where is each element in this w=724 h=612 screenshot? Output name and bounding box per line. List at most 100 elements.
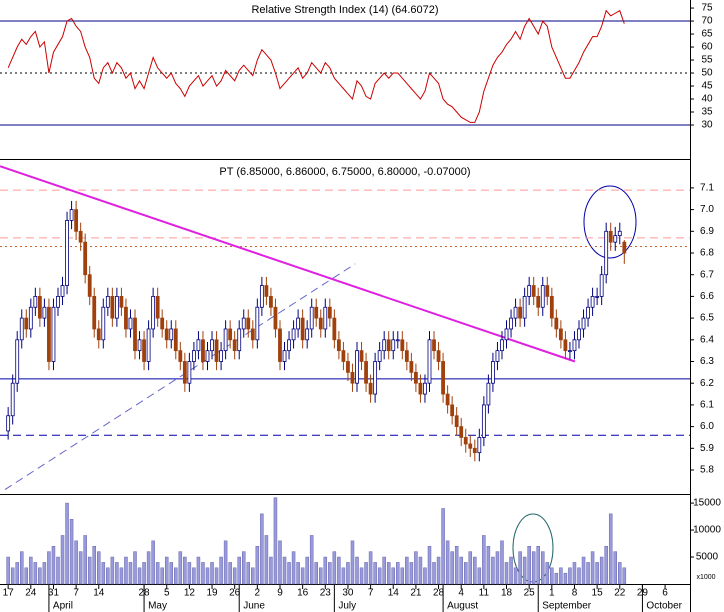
candle-body (210, 339, 214, 352)
candle-body (545, 285, 550, 297)
candle-body (409, 361, 414, 373)
candle-body (300, 317, 305, 341)
candle-body (346, 361, 350, 373)
volume-bar (436, 556, 441, 585)
candle-body (196, 339, 201, 352)
candle-body (259, 285, 264, 308)
y-tick-label: 7.1 (700, 183, 714, 194)
candle-body (350, 371, 355, 384)
y-tick-label: 5000 (696, 552, 719, 563)
month-label: September (542, 601, 592, 612)
candle-body (414, 371, 418, 384)
volume-bar (251, 567, 255, 585)
candle-body (146, 328, 151, 362)
volume-bar (441, 508, 445, 585)
volume-bar (287, 562, 291, 585)
candle-body (504, 328, 509, 341)
x-tick-label: 8 (572, 588, 578, 599)
volume-bar (83, 535, 87, 585)
candle-body (314, 306, 319, 319)
candle-body (445, 393, 450, 406)
candle-body (114, 296, 119, 319)
volume-bar (255, 545, 260, 585)
candle-body (296, 317, 301, 330)
volume-bar (151, 540, 155, 585)
candle-body (558, 328, 563, 341)
volume-bar (264, 535, 269, 585)
candle-body (214, 339, 219, 362)
y-tick-label: 45 (701, 81, 713, 92)
volume-bar (119, 567, 124, 585)
volume-bar (599, 556, 604, 585)
candle-body (60, 285, 65, 297)
volume-bar (29, 556, 33, 585)
candle-body (250, 328, 255, 341)
candle-body (595, 296, 600, 298)
volume-bar (183, 556, 187, 585)
volume-bar (15, 562, 19, 585)
x-tick-label: 7 (73, 588, 79, 599)
y-tick-label: 30 (701, 120, 713, 131)
volume-bar (495, 551, 500, 585)
candle-body (477, 437, 482, 454)
volume-bar (241, 551, 246, 585)
y-tick-label: 6.4 (700, 334, 714, 345)
volume-bar (491, 556, 495, 585)
volume-bar (319, 567, 323, 585)
volume-bar (87, 556, 92, 585)
candle-body (404, 350, 409, 362)
candle-body (441, 361, 445, 395)
x-tick-label: 1 (549, 588, 555, 599)
volume-bar (210, 562, 214, 585)
candle-body (622, 241, 627, 254)
y-tick-label: 50 (701, 68, 713, 79)
candle-body (155, 296, 160, 319)
candle-body (24, 317, 29, 330)
x-tick-label: 30 (342, 588, 354, 599)
candle-body (273, 306, 278, 330)
volume-bar (296, 562, 300, 585)
volume-bar (192, 567, 196, 585)
volume-bar (427, 545, 432, 585)
volume-bar (445, 540, 450, 585)
x-tick-label: 14 (93, 588, 105, 599)
candle-body (96, 328, 101, 341)
candle-body (119, 296, 124, 308)
volume-bar (518, 551, 522, 585)
volume-bar (613, 551, 617, 585)
volume-bar (223, 540, 228, 585)
trend-line (0, 165, 576, 363)
candle-body (563, 339, 568, 352)
candle-body (327, 306, 332, 319)
candle-body (432, 339, 436, 352)
month-label: April (53, 601, 73, 612)
y-tick-label: 6.2 (700, 378, 714, 389)
volume-bar (332, 551, 337, 585)
volume-bar (74, 540, 78, 585)
volume-bar (6, 556, 10, 585)
volume-bar (196, 556, 201, 585)
volume-bar (536, 545, 540, 585)
x-tick-label: 24 (25, 588, 37, 599)
candle-body (604, 230, 609, 276)
candle-body (133, 317, 137, 352)
volume-bar (219, 556, 223, 585)
candle-body (246, 317, 251, 330)
candle-body (536, 296, 541, 308)
candle-body (10, 382, 15, 417)
volume-bar (246, 562, 251, 585)
x-tick-label: 9 (277, 588, 283, 599)
volume-bar (418, 556, 423, 585)
candle-body (436, 350, 441, 362)
candle-body (269, 296, 273, 308)
volume-bar (169, 562, 174, 585)
x-tick-label: 7 (368, 588, 374, 599)
volume-bar (359, 567, 364, 585)
volume-bar (174, 567, 178, 585)
candle-body (368, 382, 373, 395)
x-tick-label: 14 (388, 588, 400, 599)
volume-bar (128, 562, 133, 585)
candle-body (264, 285, 269, 297)
candle-body (395, 339, 400, 342)
